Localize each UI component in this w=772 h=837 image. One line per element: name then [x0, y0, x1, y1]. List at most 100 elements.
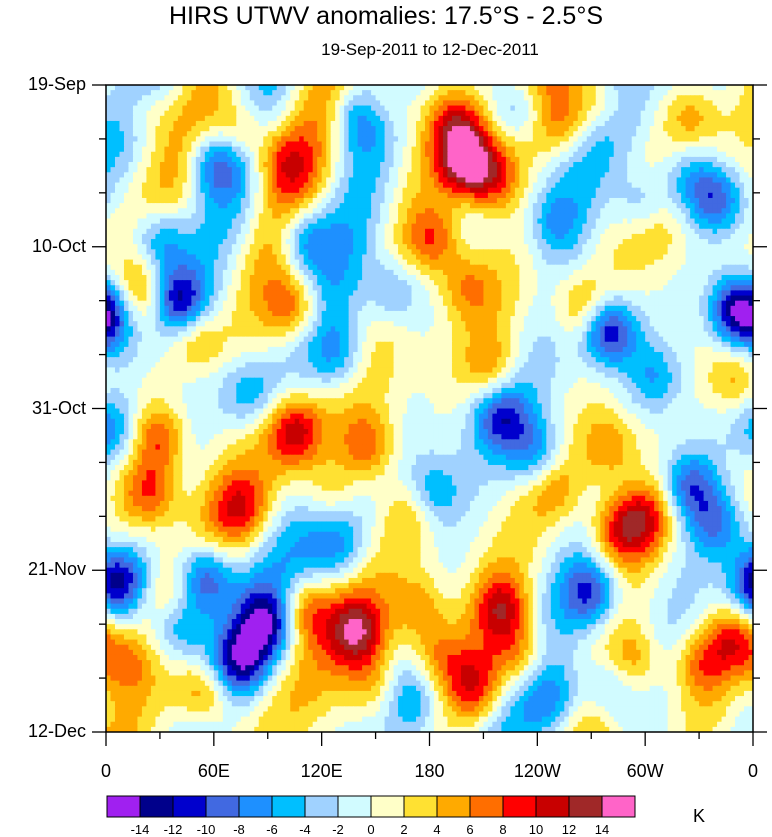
field-cell [478, 239, 485, 245]
field-cell [299, 100, 305, 107]
field-cell [748, 213, 753, 220]
field-cell [501, 228, 507, 235]
field-cell [326, 85, 332, 91]
field-cell [209, 197, 215, 204]
field-cell [195, 233, 201, 240]
field-cell [164, 244, 170, 250]
field-cell [348, 115, 354, 122]
field-cell [721, 105, 727, 112]
field-cell [425, 233, 431, 240]
field-cell [555, 85, 561, 91]
field-cell [519, 172, 525, 179]
field-cell [195, 126, 201, 132]
field-cell [402, 197, 408, 204]
field-cell [128, 218, 134, 225]
field-cell [231, 105, 237, 112]
field-cell [442, 244, 449, 250]
field-cell [389, 115, 395, 122]
field-cell [294, 146, 300, 153]
field-cell [411, 126, 417, 132]
field-cell [213, 172, 219, 179]
field-cell [681, 208, 687, 214]
field-cell [106, 223, 112, 230]
field-cell [299, 110, 305, 117]
field-cell [730, 177, 736, 184]
field-cell [128, 136, 134, 143]
field-cell [285, 218, 291, 225]
field-cell [649, 197, 655, 204]
field-cell [263, 105, 269, 112]
field-cell [433, 213, 440, 220]
field-cell [573, 126, 579, 132]
field-cell [326, 115, 332, 122]
field-cell [240, 126, 246, 132]
field-cell [326, 100, 332, 107]
field-cell [523, 249, 529, 256]
field-cell [182, 244, 188, 250]
field-cell [721, 249, 727, 256]
field-cell [474, 187, 480, 194]
field-cell [591, 136, 597, 143]
field-cell [321, 239, 327, 245]
field-cell [748, 136, 753, 143]
field-cell [586, 218, 592, 225]
field-cell [245, 126, 251, 132]
field-cell [703, 120, 709, 127]
field-cell [146, 239, 152, 245]
field-cell [456, 213, 462, 220]
field-cell [703, 244, 709, 250]
field-cell [726, 141, 732, 148]
field-cell [487, 233, 493, 240]
field-cell [290, 136, 296, 143]
field-cell [240, 213, 246, 220]
field-cell [559, 254, 565, 261]
field-cell [649, 244, 655, 250]
field-cell [505, 162, 511, 168]
field-cell [613, 203, 619, 209]
field-cell [487, 162, 493, 168]
field-cell [658, 146, 664, 153]
field-cell [299, 218, 305, 225]
field-cell [150, 187, 157, 194]
field-cell [263, 192, 269, 199]
field-cell [114, 85, 121, 91]
field-cell [272, 172, 278, 179]
field-cell [407, 223, 413, 230]
field-cell [451, 203, 458, 209]
field-cell [667, 126, 673, 132]
field-cell [393, 233, 399, 240]
field-cell [622, 218, 628, 225]
field-cell [231, 203, 237, 209]
field-cell [119, 233, 125, 240]
field-cell [236, 177, 242, 184]
field-cell [595, 172, 601, 179]
field-cell [402, 156, 408, 163]
field-cell [573, 208, 579, 214]
field-cell [519, 208, 525, 214]
field-cell [478, 167, 485, 173]
field-cell [263, 213, 269, 220]
field-cell [573, 239, 579, 245]
field-cell [312, 239, 318, 245]
field-cell [335, 136, 341, 143]
field-cell [159, 172, 166, 179]
field-cell [231, 156, 237, 163]
field-cell [744, 182, 750, 189]
field-cell [703, 239, 709, 245]
field-cell [344, 100, 350, 107]
field-cell [550, 136, 556, 143]
field-cell [227, 182, 233, 189]
field-cell [420, 100, 426, 107]
field-cell [164, 110, 170, 117]
field-cell [460, 100, 467, 107]
field-cell [609, 233, 615, 240]
field-cell [209, 110, 215, 117]
field-cell [528, 187, 534, 194]
field-cell [595, 244, 601, 250]
field-cell [604, 90, 610, 96]
field-cell [110, 162, 116, 168]
field-cell [308, 249, 314, 256]
field-cell [586, 136, 592, 143]
field-cell [586, 105, 592, 112]
field-cell [402, 254, 408, 261]
